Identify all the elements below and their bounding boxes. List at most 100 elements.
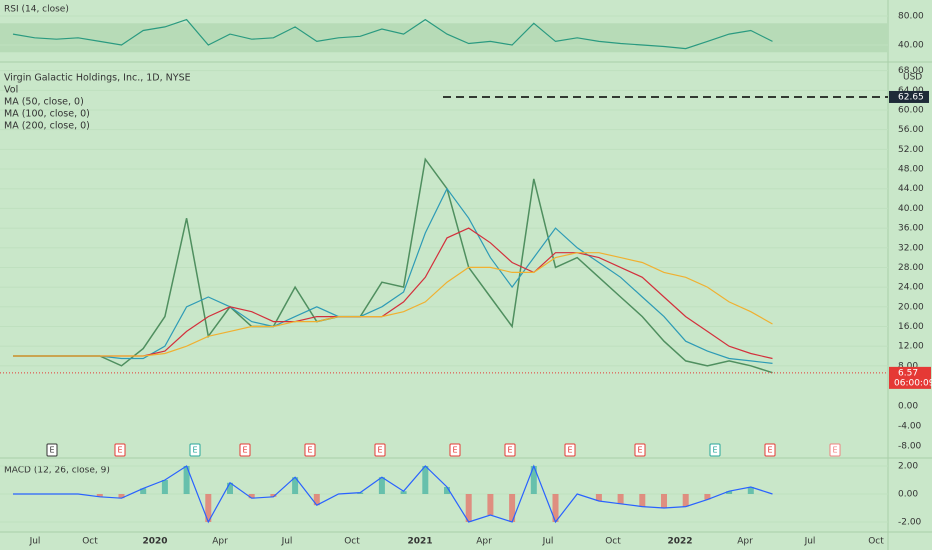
earnings-label: E bbox=[507, 446, 512, 455]
earnings-label: E bbox=[307, 446, 312, 455]
earnings-marker bbox=[449, 443, 461, 457]
earnings-label: E bbox=[377, 446, 382, 455]
time-label: Jul bbox=[29, 537, 41, 547]
macd-histogram-bar bbox=[292, 477, 299, 494]
time-label: 2021 bbox=[407, 537, 432, 547]
y-tick-label: 16.00 bbox=[898, 322, 924, 332]
earnings-marker bbox=[114, 443, 126, 457]
y-tick-label: 40.00 bbox=[898, 41, 924, 51]
macd-histogram-bar bbox=[400, 491, 407, 494]
earnings-marker bbox=[374, 443, 386, 457]
earnings-label: E bbox=[832, 446, 837, 455]
earnings-marker bbox=[634, 443, 646, 457]
earnings-marker bbox=[829, 443, 841, 457]
legend-entry: MA (100, close, 0) bbox=[4, 109, 90, 120]
earnings-marker bbox=[709, 443, 721, 457]
earnings-marker bbox=[239, 443, 251, 457]
macd-histogram-bar bbox=[617, 494, 624, 504]
rsi-line bbox=[12, 18, 773, 50]
y-tick-label: 60.00 bbox=[898, 106, 924, 116]
earnings-label: E bbox=[567, 446, 572, 455]
earnings-label: E bbox=[242, 446, 247, 455]
ma-line bbox=[13, 187, 773, 364]
macd-histogram-bar bbox=[726, 491, 733, 494]
ma-line bbox=[13, 252, 773, 357]
macd-histogram-bar bbox=[183, 466, 190, 494]
y-tick-label: 2.00 bbox=[898, 462, 918, 472]
last-marker-box bbox=[889, 366, 931, 389]
earnings-label: E bbox=[712, 446, 717, 455]
earnings-marker bbox=[504, 443, 516, 457]
y-tick-label: -4.00 bbox=[898, 422, 922, 432]
y-tick-label: 0.00 bbox=[898, 490, 918, 500]
macd-histogram-bar bbox=[747, 487, 754, 494]
macd-histogram-bar bbox=[639, 494, 646, 507]
earnings-marker bbox=[764, 443, 776, 457]
time-label: Oct bbox=[605, 537, 621, 547]
y-tick-label: 68.00 bbox=[898, 66, 924, 76]
rsi-band bbox=[0, 23, 888, 53]
macd-histogram-bar bbox=[248, 494, 255, 499]
y-tick-label: 28.00 bbox=[898, 263, 924, 273]
legend-entry: Vol bbox=[4, 85, 18, 96]
macd-histogram-bar bbox=[161, 480, 168, 494]
earnings-marker bbox=[564, 443, 576, 457]
macd-histogram-bar bbox=[357, 492, 364, 494]
y-tick-label: 20.00 bbox=[898, 302, 924, 312]
y-tick-label: -8.00 bbox=[898, 442, 922, 452]
earnings-label: E bbox=[192, 446, 197, 455]
y-tick-label: 12.00 bbox=[898, 342, 924, 352]
last-marker-label: 6.57 bbox=[898, 368, 918, 378]
y-tick-label: 52.00 bbox=[898, 145, 924, 155]
earnings-label: E bbox=[767, 446, 772, 455]
macd-histogram-bar bbox=[682, 494, 689, 507]
high-marker-box bbox=[889, 90, 929, 103]
macd-histogram-bar bbox=[270, 494, 277, 497]
y-tick-label: 32.00 bbox=[898, 243, 924, 253]
rsi-label: RSI (14, close) bbox=[4, 5, 69, 15]
earnings-label: E bbox=[452, 446, 457, 455]
y-tick-label: 8.00 bbox=[898, 361, 918, 371]
legend-entry: MA (50, close, 0) bbox=[4, 97, 84, 108]
macd-histogram-bar bbox=[661, 494, 667, 508]
time-label: Apr bbox=[737, 537, 753, 547]
macd-histogram-bar bbox=[704, 494, 711, 500]
macd-histogram-bar bbox=[530, 466, 537, 494]
macd-histogram-bar bbox=[465, 494, 472, 522]
y-tick-label: 0.00 bbox=[898, 402, 918, 412]
y-tick-label: -2.00 bbox=[898, 518, 922, 528]
legend-entry: MA (200, close, 0) bbox=[4, 121, 90, 132]
macd-histogram-bar bbox=[595, 494, 602, 501]
earnings-label: E bbox=[49, 446, 54, 455]
countdown-label: 06:00:09 bbox=[894, 378, 932, 388]
y-tick-label: 40.00 bbox=[898, 204, 924, 214]
macd-histogram-bar bbox=[118, 494, 125, 499]
macd-label: MACD (12, 26, close, 9) bbox=[4, 466, 110, 476]
macd-histogram-bar bbox=[140, 488, 147, 494]
y-tick-label: 56.00 bbox=[898, 125, 924, 135]
earnings-label: E bbox=[117, 446, 122, 455]
earnings-marker bbox=[304, 443, 316, 457]
macd-histogram-bar bbox=[444, 487, 450, 494]
y-tick-label: 24.00 bbox=[898, 283, 924, 293]
time-label: 2022 bbox=[667, 537, 692, 547]
y-tick-label: 80.00 bbox=[898, 12, 924, 22]
time-label: Jul bbox=[804, 537, 816, 547]
y-tick-label: 44.00 bbox=[898, 184, 924, 194]
macd-histogram-bar bbox=[509, 494, 516, 522]
macd-histogram-bar bbox=[205, 494, 212, 522]
legend-entry: Virgin Galactic Holdings, Inc., 1D, NYSE bbox=[4, 73, 191, 84]
y-tick-label: 48.00 bbox=[898, 165, 924, 175]
earnings-marker bbox=[46, 443, 58, 457]
y-tick-label: 36.00 bbox=[898, 224, 924, 234]
time-label: Apr bbox=[212, 537, 228, 547]
macd-histogram-bar bbox=[96, 494, 103, 497]
time-label: Apr bbox=[476, 537, 492, 547]
macd-histogram-bar bbox=[422, 466, 429, 494]
time-label: Oct bbox=[868, 537, 884, 547]
time-label: Jul bbox=[542, 537, 554, 547]
time-label: 2020 bbox=[142, 537, 167, 547]
macd-histogram-bar bbox=[552, 494, 559, 522]
earnings-label: E bbox=[637, 446, 642, 455]
macd-histogram-bar bbox=[227, 482, 233, 494]
